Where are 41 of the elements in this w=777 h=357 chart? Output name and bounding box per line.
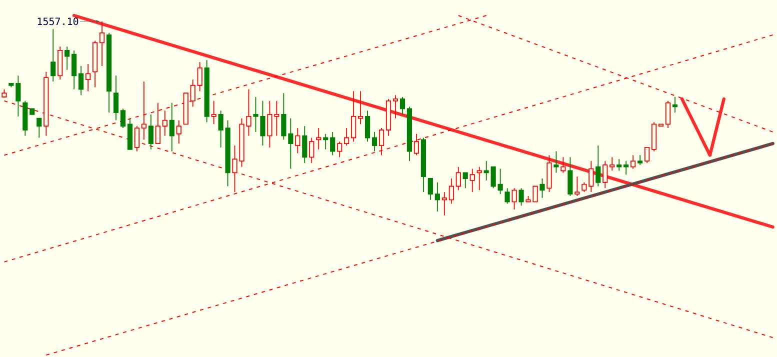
candlestick (470, 168, 475, 193)
candlestick (498, 168, 503, 194)
candlestick (162, 110, 168, 136)
candlestick (364, 110, 370, 142)
candlestick (554, 150, 559, 174)
candlestick (211, 100, 216, 125)
candlestick (456, 166, 461, 191)
candlestick (78, 66, 84, 96)
candlestick (624, 160, 629, 176)
candlestick (288, 118, 294, 170)
candlestick (204, 60, 210, 123)
candlestick (58, 46, 63, 80)
candlestick (602, 160, 608, 189)
candlestick (442, 192, 447, 216)
candlestick (358, 90, 364, 125)
candlestick (302, 126, 308, 164)
candlestick (64, 46, 70, 70)
candlestick (392, 94, 398, 119)
candlestick (484, 160, 489, 181)
candlestick (86, 64, 91, 92)
candlestick (148, 114, 154, 150)
candlestick (169, 102, 174, 152)
candlestick (672, 96, 678, 113)
candlestick (434, 182, 440, 212)
candlestick (190, 79, 196, 108)
candlestick (141, 81, 146, 140)
annotation: 1557.10 (38, 18, 78, 26)
candlestick (197, 62, 202, 92)
candlestick (113, 75, 119, 121)
candlestick (588, 160, 594, 193)
candlestick (316, 128, 322, 150)
candlestick (176, 120, 182, 144)
candlestick (351, 90, 356, 142)
candlestick (295, 128, 300, 154)
candlestick (476, 166, 482, 191)
candlestick (372, 131, 378, 152)
candlestick (72, 50, 77, 90)
candlestick (50, 28, 56, 82)
candlestick (16, 75, 21, 117)
candlestick (596, 145, 601, 187)
candlestick (323, 133, 328, 150)
